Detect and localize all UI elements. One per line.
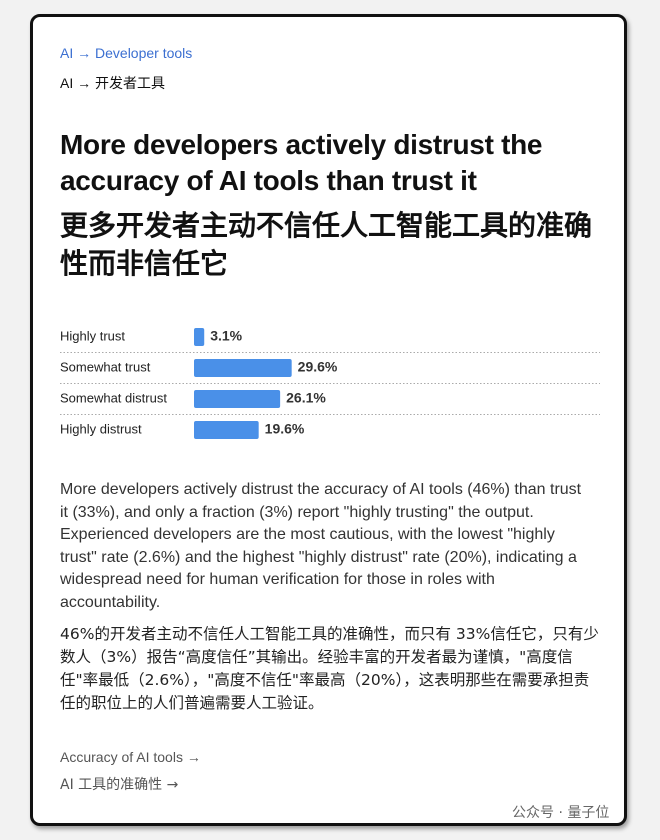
title: More developers actively distrust the ac… (60, 129, 543, 196)
paragraph: More developers actively distrust the ac… (60, 481, 582, 611)
value-label: 26.1% (286, 390, 326, 406)
breadcrumb-zh: AI → 开发者工具 (60, 75, 166, 91)
link[interactable]: Accuracy of AI tools → (60, 749, 201, 765)
title-zh: 更多开发者主动不信任人工智能工具的准确性而非信任它 (60, 209, 593, 280)
bar (194, 421, 259, 439)
category-label: Highly trust (60, 328, 125, 343)
bar (194, 359, 292, 377)
card: AI → Developer tools AI → 开发者工具 More dev… (30, 14, 627, 826)
link-zh[interactable]: AI 工具的准确性 → (60, 777, 179, 793)
category-label: Somewhat distrust (60, 390, 167, 405)
value-label: 3.1% (210, 328, 242, 344)
value-label: 29.6% (298, 359, 338, 375)
paragraph-zh: 46%的开发者主动不信任人工智能工具的准确性，而只有 33%信任它，只有少数人（… (60, 625, 599, 712)
category-label: Somewhat trust (60, 359, 151, 374)
watermark: 公众号 · 量子位 (512, 805, 610, 821)
chart: Highly trust 3.1% Somewhat trust 29.6% Somew… (60, 328, 600, 439)
bar (194, 390, 281, 408)
category-label: Highly distrust (60, 421, 142, 436)
value-label: 19.6% (265, 421, 305, 437)
breadcrumb[interactable]: AI → Developer tools (60, 45, 193, 61)
bar (194, 328, 205, 346)
